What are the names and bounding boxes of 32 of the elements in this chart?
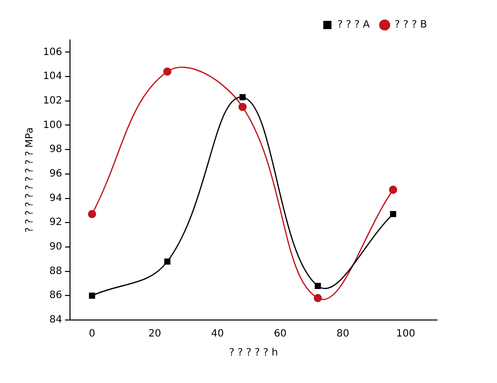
y-tick-label: 104 (42, 71, 62, 82)
point (163, 68, 172, 76)
x-axis-title: ? ? ? ? ? h (229, 348, 278, 359)
y-tick-label: 94 (49, 192, 62, 204)
x-tick-label: 20 (148, 328, 162, 340)
y-tick-label: 98 (49, 144, 62, 156)
point (388, 186, 398, 194)
y-tick-label: 96 (49, 168, 62, 180)
point (314, 294, 322, 302)
y-tick-label: 88 (49, 266, 62, 277)
y-tick-label: 90 (49, 242, 62, 253)
point (239, 94, 246, 100)
y-tick-label: 102 (42, 95, 62, 106)
point (164, 258, 170, 265)
legend-label: ? ? ? A (337, 20, 370, 31)
point (88, 292, 96, 299)
point (390, 211, 396, 218)
y-tick-label: 84 (49, 314, 62, 326)
x-tick-label: 80 (336, 328, 350, 340)
x-tick-label: 0 (88, 328, 96, 340)
legend-label: ? ? ? B (394, 20, 428, 31)
x-tick-label: 100 (396, 328, 416, 340)
y-tick-label: 92 (49, 217, 62, 228)
y-tick-label: 86 (49, 290, 62, 302)
y-tick-label: 106 (42, 46, 62, 58)
point (88, 210, 96, 218)
y-axis-title: ? ? ? ? ? ? ? ? ? ? MPa (24, 127, 36, 233)
x-tick-label: 60 (274, 328, 287, 340)
y-tick-label: 100 (42, 120, 62, 131)
point (238, 102, 247, 112)
x-tick-label: 40 (211, 328, 224, 340)
point (314, 282, 321, 289)
